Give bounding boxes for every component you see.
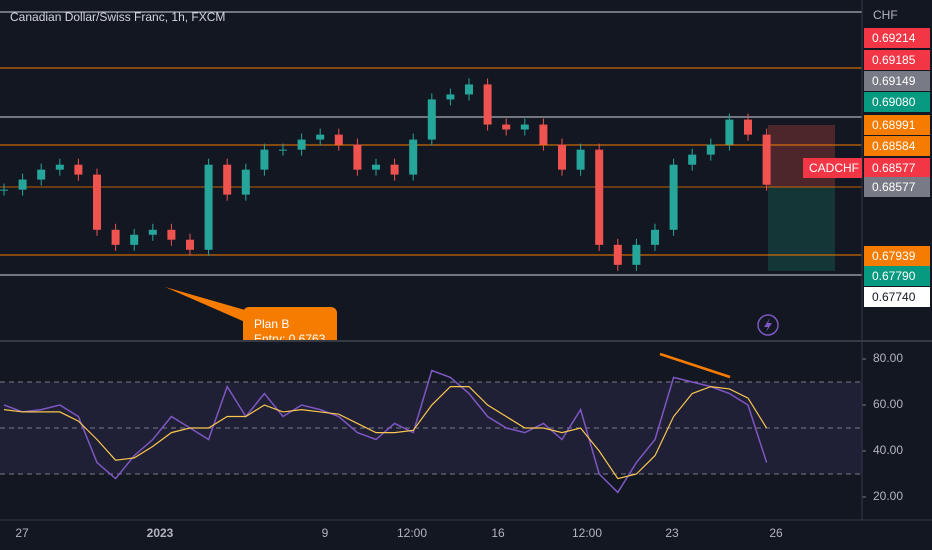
price-label: 0.68577 [872, 180, 916, 194]
candle [74, 164, 83, 175]
candle [0, 189, 8, 191]
rsi-pane [0, 341, 932, 520]
currency-label: CHF [873, 8, 898, 22]
x-tick-label: 16 [491, 526, 505, 540]
candle [520, 124, 529, 130]
candle [632, 244, 641, 265]
price-label: 0.68584 [872, 139, 916, 153]
candle [111, 229, 120, 245]
price-label: 0.69185 [872, 53, 916, 67]
price-label: 0.67939 [872, 249, 916, 263]
candle [446, 94, 455, 100]
x-tick-label: 26 [769, 526, 783, 540]
alert-icon[interactable] [757, 314, 779, 336]
candle [483, 84, 492, 125]
x-tick-label: 23 [665, 526, 679, 540]
price-label-bg [864, 92, 930, 112]
alert-bolt[interactable] [764, 318, 772, 332]
candle [576, 149, 585, 170]
candle [241, 169, 250, 195]
price-labels: 0.69214 0.69185 0.69149 0.69080 0.68991 0.685… [803, 28, 930, 307]
price-label-bg [864, 158, 930, 178]
rsi-tick-label: 20.00 [873, 489, 903, 503]
price-label: 0.68991 [872, 118, 916, 132]
price-label: 0.69080 [872, 95, 916, 109]
price-label-bg [864, 50, 930, 70]
candle [669, 164, 678, 230]
rsi-tick-label: 40.00 [873, 443, 903, 457]
callout-title: Plan B [254, 317, 289, 331]
x-tick-label: 12:00 [572, 526, 602, 540]
time-axis: 27 2023 9 12:00 16 12:00 23 26 [15, 526, 783, 540]
candle [762, 134, 771, 185]
candle [18, 179, 27, 190]
rsi: 80.00 60.00 40.00 20.00 [0, 351, 903, 503]
price-label: 0.69149 [872, 74, 916, 88]
candle [93, 174, 101, 230]
price-label-bg [864, 287, 930, 307]
price-label: 0.68577 [872, 161, 916, 175]
candle [130, 234, 139, 245]
price-label-bg [864, 136, 930, 156]
candle [148, 229, 157, 235]
candle [409, 139, 418, 175]
price-label-bg [864, 266, 930, 286]
candle [279, 149, 287, 151]
rsi-band [0, 382, 862, 475]
candle [223, 164, 232, 195]
candle [539, 124, 548, 145]
candle [744, 119, 752, 135]
candle [186, 239, 194, 250]
price-label: 0.67790 [872, 269, 916, 283]
price-label-bg [864, 115, 930, 135]
candle [37, 169, 46, 180]
rsi-line [3, 369, 768, 494]
price-label: 0.67740 [872, 290, 916, 304]
x-tick-label: 9 [322, 526, 329, 540]
x-tick-label: 27 [15, 526, 29, 540]
symbol-label-bg [803, 158, 862, 178]
x-tick-label: 2023 [147, 526, 174, 540]
candles [0, 78, 771, 271]
candle [595, 149, 604, 245]
price-label-bg [864, 71, 930, 91]
target-zone [768, 187, 835, 271]
candle [427, 99, 436, 140]
candle [372, 164, 380, 170]
candle [334, 134, 343, 145]
candle [316, 134, 325, 140]
callout-pointer [165, 287, 245, 322]
candle [688, 154, 697, 165]
symbol-label: CADCHF [809, 161, 859, 175]
chart-title: Canadian Dollar/Swiss Franc, 1h, FXCM [10, 10, 225, 24]
candle [390, 164, 399, 175]
price-label-bg [864, 177, 930, 197]
candle [706, 144, 715, 155]
candle [297, 139, 306, 150]
candle [558, 144, 566, 170]
price-label-bg [864, 246, 930, 266]
candle [260, 149, 269, 170]
price-label: 0.69214 [872, 31, 916, 45]
candle [502, 124, 511, 130]
candle [204, 164, 213, 250]
candle [465, 84, 473, 95]
alert-circle[interactable] [757, 314, 779, 336]
rsi-tick-label: 60.00 [873, 397, 903, 411]
x-tick-label: 12:00 [397, 526, 427, 540]
divergence-line [659, 352, 731, 379]
candle [613, 244, 622, 265]
rsi-ma-line [3, 386, 768, 480]
price-label-bg [864, 28, 930, 48]
candle [353, 144, 362, 170]
candle [725, 119, 734, 145]
candle [55, 164, 64, 170]
rsi-tick-label: 80.00 [873, 351, 903, 365]
candle [167, 229, 176, 240]
candle [651, 229, 659, 245]
